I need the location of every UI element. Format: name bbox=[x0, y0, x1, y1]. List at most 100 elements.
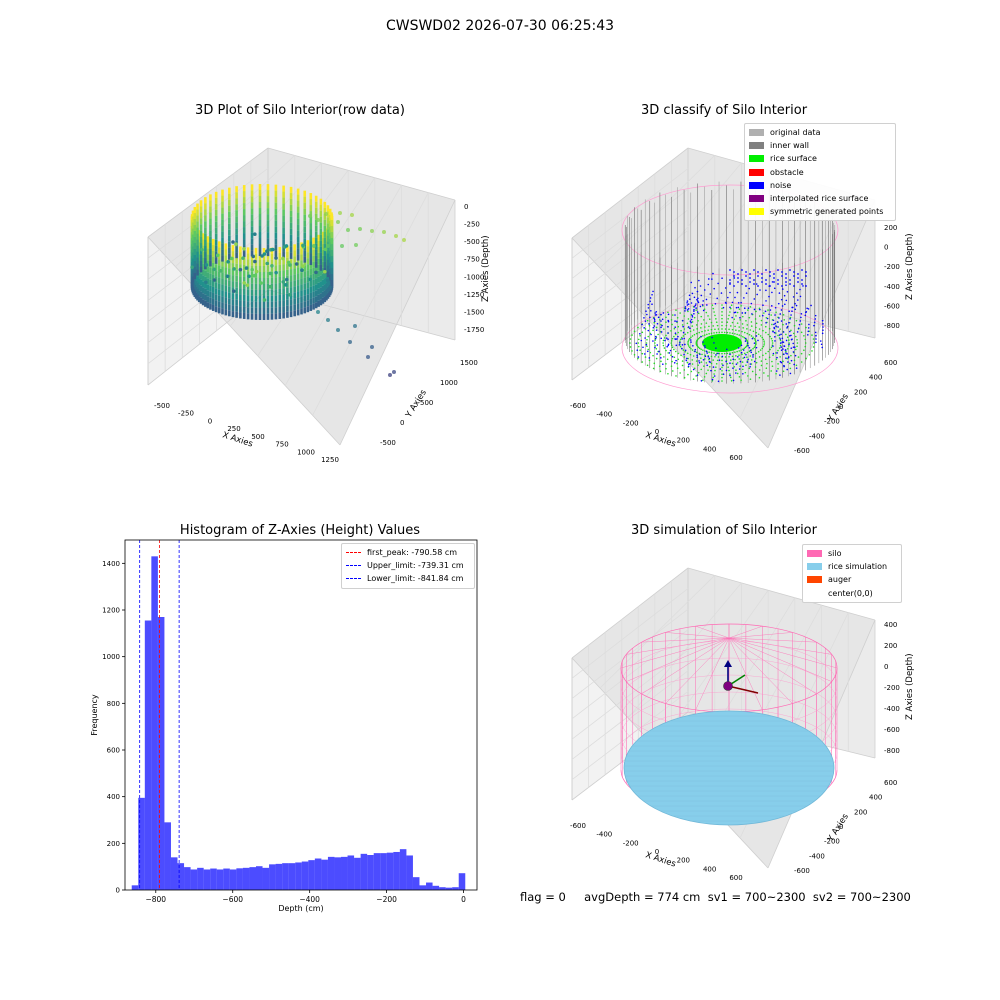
histogram-bar bbox=[269, 864, 276, 890]
classify-x-tick: -400 bbox=[596, 411, 612, 419]
histogram-bar bbox=[295, 862, 302, 890]
histogram-bar bbox=[380, 853, 387, 890]
legend-swatch bbox=[807, 563, 822, 571]
raw-x-tick: 0 bbox=[208, 417, 212, 425]
classify-y-tick: -400 bbox=[809, 432, 825, 440]
histogram-bar bbox=[151, 556, 158, 890]
raw-z-tick: 0 bbox=[464, 203, 468, 211]
raw-z-label: Z Axies (Depth) bbox=[481, 235, 491, 302]
classify-legend-item: noise bbox=[749, 179, 891, 192]
classify-y-tick: 600 bbox=[884, 359, 897, 367]
raw-z-tick: -1000 bbox=[464, 273, 484, 281]
histogram-frame bbox=[124, 539, 478, 891]
legend-label: rice simulation bbox=[828, 562, 888, 572]
figure-title: CWSWD02 2026-07-30 06:25:43 bbox=[385, 18, 615, 34]
histogram-title: Histogram of Z-Axies (Height) Values bbox=[179, 523, 421, 538]
classify-y-tick: 0 bbox=[839, 403, 843, 411]
legend-swatch bbox=[749, 208, 764, 216]
classify-legend-item: rice surface bbox=[749, 152, 891, 165]
simulation-z-tick: 200 bbox=[884, 642, 897, 650]
raw-y-tick: 500 bbox=[420, 399, 433, 407]
simulation-x-tick: 0 bbox=[655, 848, 659, 856]
classify-points bbox=[629, 269, 824, 383]
legend-swatch bbox=[749, 155, 764, 163]
simulation-x-ticks: -600 -400 -200 0 200 400 600 bbox=[570, 822, 743, 880]
classify-z-tick: -400 bbox=[884, 283, 900, 291]
classify-y-tick: -200 bbox=[824, 418, 840, 426]
classify-legend: original data inner wall rice surface obsta… bbox=[744, 123, 896, 222]
histogram-bar bbox=[406, 855, 413, 890]
simulation-z-tick: 400 bbox=[884, 621, 897, 629]
classify-x-tick: 400 bbox=[703, 445, 716, 453]
histogram-y-tick: 1400 bbox=[102, 560, 120, 568]
classify-legend-item: inner wall bbox=[749, 139, 891, 152]
simulation-z-tick: -800 bbox=[884, 747, 900, 755]
raw-x-ticks: -500 -250 0 250 500 750 1000 1250 bbox=[154, 402, 339, 464]
legend-label: inner wall bbox=[770, 141, 810, 151]
histogram-bar bbox=[157, 617, 165, 890]
histogram-bar bbox=[399, 849, 407, 890]
raw-y-ticks: -500 0 500 1000 1500 bbox=[380, 359, 478, 447]
simulation-z-tick: 0 bbox=[884, 663, 888, 671]
histogram-bar bbox=[249, 867, 256, 890]
classify-z-tick: -200 bbox=[884, 263, 900, 271]
classify-z-label: Z Axies (Depth) bbox=[905, 233, 915, 300]
classify-legend-item: obstacle bbox=[749, 166, 891, 179]
simulation-z-tick: -400 bbox=[884, 705, 900, 713]
histogram-bar bbox=[439, 887, 446, 890]
legend-swatch bbox=[807, 576, 822, 584]
raw-x-tick: 250 bbox=[227, 425, 240, 433]
histogram-bar bbox=[203, 869, 211, 890]
histogram-bars bbox=[131, 556, 466, 890]
legend-swatch bbox=[749, 142, 764, 150]
simulation-legend: silo rice simulation auger center(0,0) bbox=[802, 544, 902, 603]
histogram-bar bbox=[386, 852, 394, 890]
histogram-bar bbox=[452, 887, 459, 890]
histogram-chart[interactable]: −800 −600 −400 −200 0 0 200 400 600 800 1000 1200 1… bbox=[80, 530, 490, 915]
classify-y-tick: 200 bbox=[854, 388, 867, 396]
histogram-bar bbox=[301, 861, 309, 890]
raw-x-tick: -500 bbox=[154, 402, 170, 410]
raw-x-tick: -250 bbox=[178, 410, 194, 418]
legend-label: silo bbox=[828, 549, 842, 559]
histogram-y-tick: 1200 bbox=[102, 607, 120, 615]
simulation-y-tick: 400 bbox=[869, 794, 882, 802]
classify-x-label: X Axies bbox=[644, 430, 677, 449]
simulation-rice bbox=[623, 710, 835, 826]
raw-z-tick: -1250 bbox=[464, 291, 484, 299]
histogram-x-tick: −200 bbox=[376, 895, 397, 904]
histogram-reference-lines bbox=[139, 540, 180, 890]
legend-label: symmetric generated points bbox=[770, 207, 884, 217]
classify-wall bbox=[621, 181, 839, 394]
simulation-x-tick: -600 bbox=[570, 822, 586, 830]
simulation-z-tick: -600 bbox=[884, 726, 900, 734]
simulation-legend-item: auger bbox=[807, 573, 897, 586]
histogram-bar bbox=[412, 877, 420, 890]
histogram-bar bbox=[131, 885, 139, 890]
histogram-x-tick: −400 bbox=[299, 895, 320, 904]
raw-x-tick: 1000 bbox=[297, 448, 315, 456]
histogram-bar bbox=[164, 822, 171, 890]
histogram-bar bbox=[177, 863, 185, 890]
raw-x-tick: 1250 bbox=[321, 456, 339, 464]
raw-plot-title: 3D Plot of Silo Interior(row data) bbox=[195, 103, 405, 118]
simulation-x-tick: -200 bbox=[623, 839, 639, 847]
raw-3d-plot[interactable]: -500 -250 0 250 500 750 1000 1250 -500 0 500 1000 1… bbox=[130, 125, 500, 465]
raw-z-tick: -750 bbox=[464, 256, 480, 264]
classify-x-ticks: -600 -400 -200 0 200 400 600 bbox=[570, 402, 743, 462]
histogram-y-tick: 200 bbox=[107, 840, 120, 848]
histogram-y-ticks: 0 200 400 600 800 1000 1200 1400 bbox=[102, 560, 125, 895]
legend-line-sample bbox=[346, 565, 361, 567]
histogram-bar bbox=[190, 869, 198, 890]
histogram-bar bbox=[216, 869, 224, 890]
histogram-bar bbox=[367, 855, 374, 890]
classify-legend-item: original data bbox=[749, 126, 891, 139]
histogram-bar bbox=[275, 863, 283, 890]
raw-x-tick: 500 bbox=[251, 433, 264, 441]
classify-legend-item: symmetric generated points bbox=[749, 205, 891, 218]
simulation-legend-item: rice simulation bbox=[807, 560, 897, 573]
legend-label: original data bbox=[770, 128, 821, 138]
